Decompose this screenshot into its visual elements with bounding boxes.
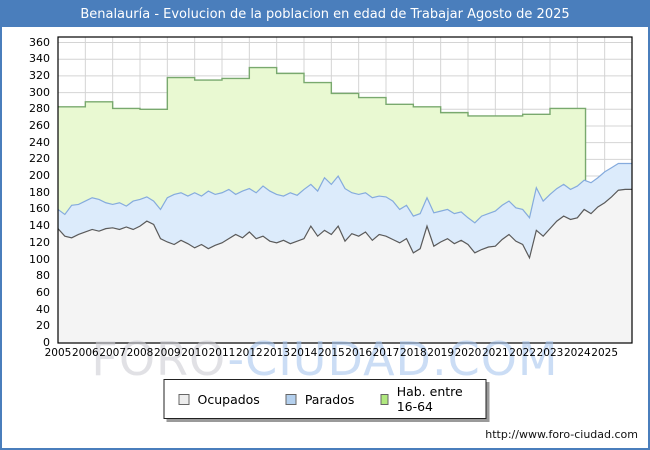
legend-item-ocupados[interactable]: Ocupados bbox=[178, 391, 260, 407]
y-tick-label: 200 bbox=[29, 169, 50, 183]
y-tick-label: 160 bbox=[29, 202, 50, 216]
source-url[interactable]: http://www.foro-ciudad.com bbox=[485, 428, 638, 441]
y-tick-label: 60 bbox=[36, 285, 50, 299]
x-tick-label: 2019 bbox=[427, 347, 455, 359]
y-tick-label: 260 bbox=[29, 118, 50, 132]
x-tick-label: 2014 bbox=[290, 347, 318, 359]
y-tick-label: 220 bbox=[29, 152, 50, 166]
y-tick-label: 140 bbox=[29, 219, 50, 233]
y-tick-label: 240 bbox=[29, 135, 50, 149]
legend: Ocupados Parados Hab. entre 16-64 bbox=[163, 379, 487, 419]
x-tick-label: 2010 bbox=[181, 347, 209, 359]
x-tick-label: 2021 bbox=[481, 347, 509, 359]
legend-checkbox-icon[interactable] bbox=[178, 393, 190, 405]
x-tick-label: 2018 bbox=[399, 347, 427, 359]
legend-checkbox-icon[interactable] bbox=[380, 393, 389, 405]
x-tick-label: 2022 bbox=[509, 347, 537, 359]
x-tick-label: 2005 bbox=[44, 347, 72, 359]
y-tick-label: 80 bbox=[36, 269, 50, 283]
x-tick-label: 2020 bbox=[454, 347, 482, 359]
x-tick-label: 2009 bbox=[153, 347, 181, 359]
x-tick-label: 2024 bbox=[563, 347, 591, 359]
y-tick-label: 0 bbox=[43, 336, 50, 349]
legend-checkbox-icon[interactable] bbox=[285, 393, 297, 405]
x-tick-label: 2011 bbox=[208, 347, 236, 359]
x-tick-label: 2023 bbox=[536, 347, 564, 359]
y-tick-label: 300 bbox=[29, 85, 50, 99]
chart-title: Benalauría - Evolucion de la poblacion e… bbox=[2, 2, 648, 27]
y-tick-label: 120 bbox=[29, 235, 50, 249]
x-tick-label: 2013 bbox=[263, 347, 291, 359]
legend-label: Hab. entre 16-64 bbox=[396, 384, 463, 414]
y-tick-label: 40 bbox=[36, 302, 50, 316]
y-tick-label: 20 bbox=[36, 319, 50, 333]
x-tick-label: 2007 bbox=[99, 347, 127, 359]
x-tick-label: 2025 bbox=[591, 347, 619, 359]
y-tick-label: 180 bbox=[29, 185, 50, 199]
y-tick-label: 340 bbox=[29, 52, 50, 66]
legend-label: Ocupados bbox=[197, 391, 260, 407]
y-tick-label: 360 bbox=[29, 35, 50, 49]
x-tick-label: 2017 bbox=[372, 347, 400, 359]
x-tick-label: 2012 bbox=[235, 347, 263, 359]
x-tick-label: 2016 bbox=[345, 347, 373, 359]
y-tick-label: 320 bbox=[29, 68, 50, 82]
x-tick-label: 2015 bbox=[317, 347, 345, 359]
legend-item-parados[interactable]: Parados bbox=[285, 391, 355, 407]
x-tick-label: 2006 bbox=[71, 347, 99, 359]
y-tick-label: 280 bbox=[29, 102, 50, 116]
legend-item-hab-entre-16-64[interactable]: Hab. entre 16-64 bbox=[380, 384, 471, 414]
legend-label: Parados bbox=[304, 391, 355, 407]
y-tick-label: 100 bbox=[29, 252, 50, 266]
x-tick-label: 2008 bbox=[126, 347, 154, 359]
